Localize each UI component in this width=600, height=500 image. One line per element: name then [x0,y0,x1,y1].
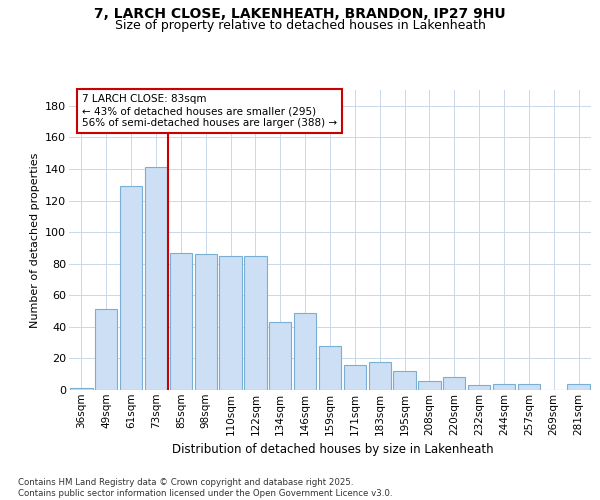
Bar [220,256,242,390]
Bar [518,384,540,390]
Bar [145,168,167,390]
Bar [418,380,440,390]
Bar [170,252,192,390]
Bar [493,384,515,390]
Bar [344,364,366,390]
Text: Distribution of detached houses by size in Lakenheath: Distribution of detached houses by size … [172,442,494,456]
Bar [120,186,142,390]
Bar [194,254,217,390]
Text: 7 LARCH CLOSE: 83sqm
← 43% of detached houses are smaller (295)
56% of semi-deta: 7 LARCH CLOSE: 83sqm ← 43% of detached h… [82,94,337,128]
Y-axis label: Number of detached properties: Number of detached properties [29,152,40,328]
Bar [95,310,118,390]
Bar [244,256,266,390]
Bar [269,322,292,390]
Bar [319,346,341,390]
Bar [443,378,466,390]
Bar [70,388,92,390]
Bar [568,384,590,390]
Bar [468,386,490,390]
Bar [368,362,391,390]
Text: 7, LARCH CLOSE, LAKENHEATH, BRANDON, IP27 9HU: 7, LARCH CLOSE, LAKENHEATH, BRANDON, IP2… [94,8,506,22]
Bar [294,312,316,390]
Text: Size of property relative to detached houses in Lakenheath: Size of property relative to detached ho… [115,19,485,32]
Bar [394,371,416,390]
Text: Contains HM Land Registry data © Crown copyright and database right 2025.
Contai: Contains HM Land Registry data © Crown c… [18,478,392,498]
